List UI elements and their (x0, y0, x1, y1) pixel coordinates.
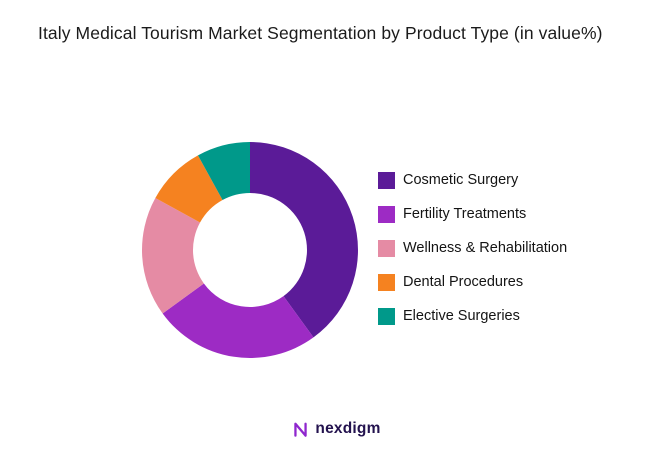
legend-item: Cosmetic Surgery (378, 170, 567, 190)
pie-slice-3 (155, 155, 223, 223)
pie-slice-0 (250, 142, 358, 338)
pie-slice-2 (142, 197, 204, 314)
legend-item: Elective Surgeries (378, 306, 567, 326)
chart-title: Italy Medical Tourism Market Segmentatio… (38, 23, 603, 43)
legend-label: Cosmetic Surgery (403, 172, 519, 188)
legend-swatch (378, 239, 395, 257)
legend-item: Wellness & Rehabilitation (378, 238, 567, 258)
pie-slice-4 (197, 142, 250, 201)
legend-label: Elective Surgeries (403, 308, 520, 324)
legend-swatch (378, 171, 395, 189)
chart-legend: Cosmetic Surgery Fertility Treatments Well… (378, 170, 567, 340)
legend-swatch (378, 307, 395, 325)
legend-label: Fertility Treatments (403, 206, 527, 222)
nexdigm-logo-icon (294, 422, 308, 437)
pie-slice-1 (162, 283, 314, 358)
legend-swatch (378, 205, 395, 223)
nexdigm-n-wave-glyph (294, 422, 308, 437)
legend-label: Wellness & Rehabilitation (403, 240, 568, 256)
donut-chart-container (118, 118, 382, 382)
donut-chart (142, 142, 358, 358)
legend-swatch (378, 273, 395, 291)
nexdigm-logo: nexdigm (0, 418, 672, 439)
nexdigm-logo-text: nexdigm (315, 419, 381, 437)
legend-label: Dental Procedures (403, 274, 524, 290)
legend-item: Dental Procedures (378, 272, 567, 292)
legend-item: Fertility Treatments (378, 204, 567, 224)
